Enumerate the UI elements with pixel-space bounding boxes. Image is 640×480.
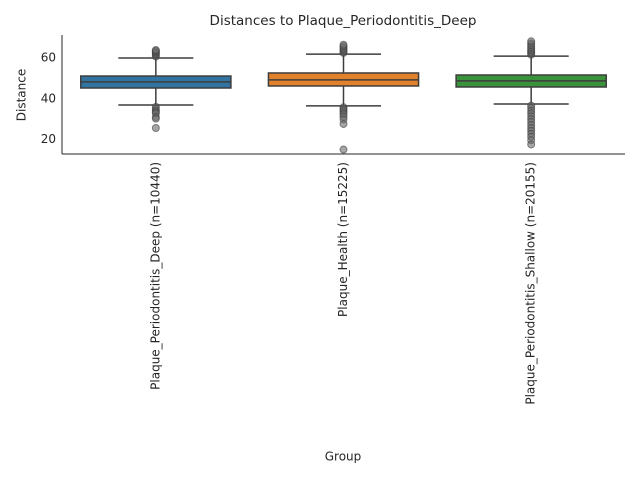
outlier xyxy=(527,37,536,46)
chart-title: Distances to Plaque_Periodontitis_Deep xyxy=(210,13,477,29)
outlier xyxy=(339,145,348,154)
outlier xyxy=(151,46,160,55)
y-tick-label: 60 xyxy=(41,51,56,65)
outlier xyxy=(527,140,536,149)
x-tick-label: Plaque_Periodontitis_Deep (n=10440) xyxy=(148,162,162,390)
y-tick-label: 40 xyxy=(41,91,56,105)
x-tick-label: Plaque_Periodontitis_Shallow (n=20155) xyxy=(524,162,538,405)
outlier xyxy=(151,114,160,123)
outlier xyxy=(339,40,348,49)
x-tick-label: Plaque_Health (n=15225) xyxy=(336,162,350,317)
outlier xyxy=(151,124,160,133)
y-tick-label: 20 xyxy=(41,132,56,146)
outlier xyxy=(339,119,348,128)
x-axis-label: Group xyxy=(325,450,362,464)
y-axis-label: Distance xyxy=(15,69,29,121)
